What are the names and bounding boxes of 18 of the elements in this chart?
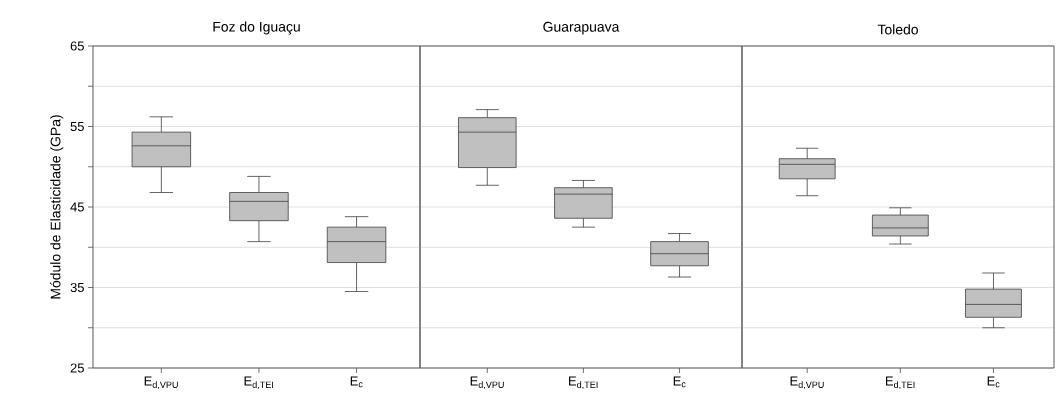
x-tick-label: E$_{d,VPU}$ [790, 376, 824, 390]
x-tick-label: E$_{d,VPU}$ [144, 376, 178, 390]
x-tick-label: E$_{c}$ [987, 376, 1000, 388]
x-tick-label: E$_{d,TEI}$ [886, 376, 915, 390]
y-tick-label: 35 [70, 282, 84, 293]
x-tick-label: E$_{c}$ [350, 376, 363, 388]
chart-title: Guarapuava [543, 21, 620, 35]
chart-title: Toledo [877, 24, 918, 35]
x-tick-label: E$_{d,TEI}$ [244, 376, 274, 390]
x-tick-label: E$_{d,VPU}$ [470, 376, 504, 390]
y-tick-label: 45 [70, 202, 84, 212]
x-tick-label: E$_{c}$ [673, 376, 686, 388]
y-axis-title: Módulo de Elasticidade (GPa) [50, 115, 64, 299]
chart-title: Foz do Iguaçu [213, 21, 300, 35]
y-tick-label: 25 [70, 363, 84, 373]
x-tick-label: E$_{d,TEI}$ [569, 376, 598, 390]
y-tick-label: 55 [70, 121, 84, 132]
y-tick-label: 65 [70, 41, 84, 51]
